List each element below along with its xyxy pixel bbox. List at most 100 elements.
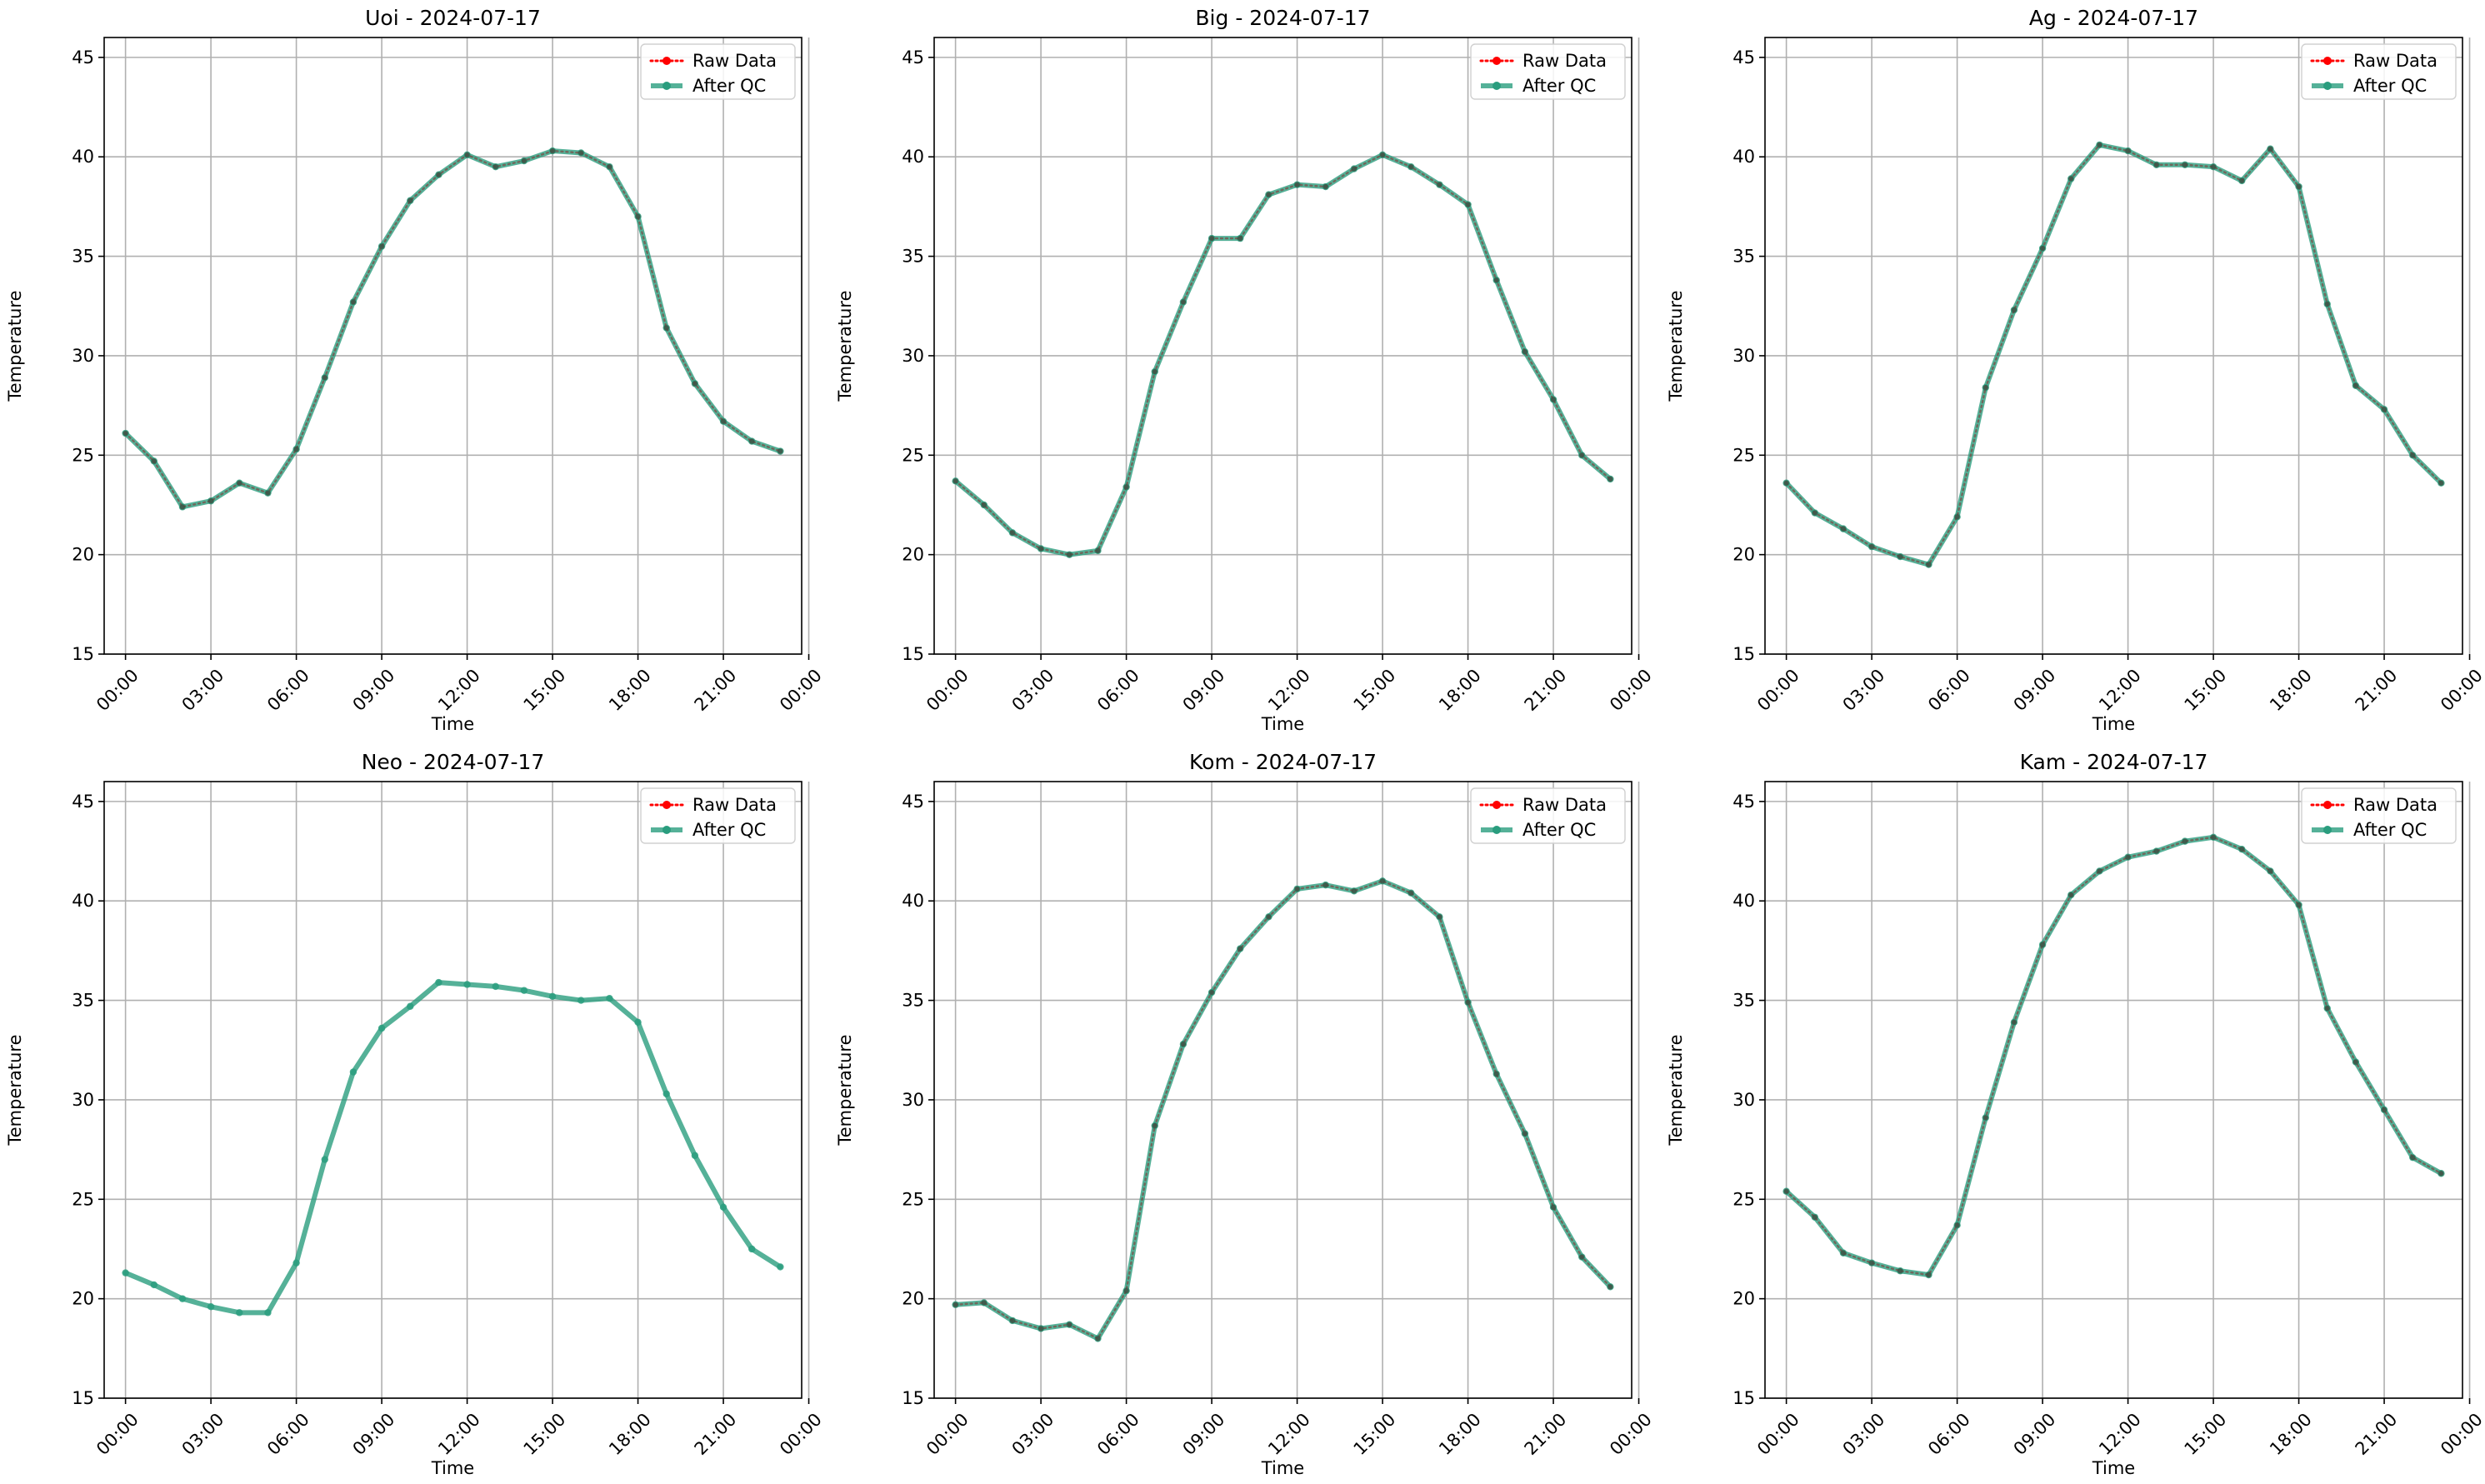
raw-data-point (1238, 946, 1243, 952)
raw-data-point (1351, 888, 1358, 894)
raw-data-point (1038, 546, 1044, 552)
after-qc-point (691, 1152, 699, 1159)
legend-marker-raw-data (1492, 57, 1501, 65)
y-tick-label: 20 (1732, 545, 1755, 565)
raw-data-point (1009, 1317, 1016, 1324)
x-tick-label: 18:00 (1435, 1409, 1485, 1459)
y-tick-label: 30 (1732, 1090, 1755, 1110)
raw-data-point (1608, 1284, 1613, 1290)
raw-data-point (2381, 1107, 2388, 1113)
raw-data-point (151, 458, 157, 464)
y-tick-label: 45 (902, 792, 924, 812)
series-line-after-qc (1783, 142, 2444, 567)
x-tick-label: 00:00 (1753, 665, 1803, 715)
raw-data-point (1095, 1336, 1101, 1342)
raw-data-point (2438, 480, 2444, 486)
raw-data-point (1379, 152, 1386, 158)
chart-title: Kom - 2024-07-17 (1189, 750, 1377, 774)
legend-label-raw-data: Raw Data (692, 795, 777, 815)
y-tick-label: 20 (902, 1289, 924, 1309)
y-tick-label: 15 (1732, 1388, 1755, 1408)
after-qc-point (748, 1245, 756, 1253)
raw-data-point (1812, 510, 1818, 516)
x-axis-label: Time (2092, 714, 2135, 734)
x-tick-label: 03:00 (1839, 1409, 1889, 1459)
chart-title: Ag - 2024-07-17 (2029, 6, 2198, 30)
raw-data-point (2268, 868, 2273, 874)
raw-data-point (2296, 902, 2302, 908)
after-qc-point (606, 994, 613, 1002)
x-tick-label: 15:00 (2181, 1409, 2231, 1459)
y-tick-label: 45 (1732, 792, 1755, 812)
x-tick-label: 15:00 (520, 665, 570, 715)
after-qc-point (178, 1295, 187, 1302)
x-tick-label: 21:00 (1521, 1409, 1571, 1459)
raw-data-point (464, 152, 470, 158)
raw-data-point (2438, 1171, 2444, 1177)
x-tick-label: 09:00 (349, 665, 399, 715)
y-axis-label: Temperature (835, 290, 855, 402)
after-qc-point (492, 982, 499, 991)
y-tick-label: 35 (72, 991, 94, 1011)
y-tick-label: 25 (1732, 1189, 1755, 1209)
after-qc-point (662, 1090, 670, 1097)
raw-data-point (378, 243, 385, 249)
y-axis-label: Temperature (1666, 1034, 1686, 1146)
raw-data-point (1954, 1222, 1960, 1228)
x-axis-label: Time (1261, 1458, 1304, 1478)
legend-label-raw-data: Raw Data (1522, 51, 1607, 71)
raw-data-point (2352, 382, 2359, 388)
raw-data-point (1152, 1122, 1158, 1129)
raw-data-point (521, 157, 528, 164)
after-qc-point (236, 1309, 243, 1317)
raw-data-point (2239, 177, 2245, 184)
raw-data-point (322, 374, 328, 381)
x-tick-label: 21:00 (691, 665, 741, 715)
legend-marker-after-qc (1492, 82, 1501, 90)
chart-panel-3: 15 20 25 30 35 40 45 00:00 03:00 06:00 09:00 12:00 1… (1666, 6, 2485, 734)
raw-data-point (1898, 1268, 1903, 1274)
x-tick-label: 15:00 (1350, 1409, 1400, 1459)
raw-data-point (1408, 890, 1414, 896)
raw-data-point (1550, 1204, 1557, 1211)
x-tick-label: 00:00 (92, 1409, 142, 1459)
x-tick-label: 00:00 (2437, 665, 2485, 715)
chart-title: Big - 2024-07-17 (1195, 6, 1370, 30)
after-qc-point (463, 981, 471, 988)
x-tick-label: 00:00 (1606, 1409, 1656, 1459)
raw-data-point (981, 1300, 987, 1306)
legend-label-after-qc: After QC (692, 76, 766, 96)
y-axis-label: Temperature (1666, 290, 1686, 402)
raw-data-point (179, 504, 186, 510)
after-qc-point (264, 1309, 272, 1317)
x-tick-label: 18:00 (1435, 665, 1485, 715)
raw-data-point (122, 430, 128, 437)
chart-panel-1: 15 20 25 30 35 40 45 00:00 03:00 06:00 09:00 12:00 1… (5, 6, 826, 734)
series-line-raw-data (954, 880, 1612, 1340)
legend-marker-raw-data (662, 801, 671, 809)
y-tick-label: 45 (1732, 47, 1755, 67)
y-tick-label: 25 (902, 1189, 924, 1209)
y-tick-label: 35 (902, 247, 924, 267)
y-tick-label: 35 (72, 247, 94, 267)
raw-data-point (1266, 192, 1272, 197)
raw-data-point (2011, 307, 2018, 313)
series-line-after-qc (952, 878, 1613, 1342)
raw-data-point (2039, 942, 2046, 947)
x-tick-label: 09:00 (2010, 665, 2060, 715)
y-tick-label: 20 (72, 545, 94, 565)
plot-frame (103, 37, 802, 655)
raw-data-point (1783, 480, 1789, 486)
y-tick-label: 15 (72, 644, 94, 664)
raw-data-point (1840, 1250, 1847, 1256)
x-tick-label: 03:00 (178, 665, 228, 715)
series-line-after-qc (952, 152, 1613, 557)
raw-data-point (1579, 452, 1585, 458)
raw-data-point (436, 172, 442, 177)
raw-data-point (1351, 166, 1358, 172)
raw-data-point (2182, 162, 2188, 167)
y-tick-label: 30 (902, 1090, 924, 1110)
raw-data-point (1408, 163, 1414, 170)
y-tick-label: 30 (902, 346, 924, 366)
legend: Raw Data After QC (1470, 787, 1626, 844)
